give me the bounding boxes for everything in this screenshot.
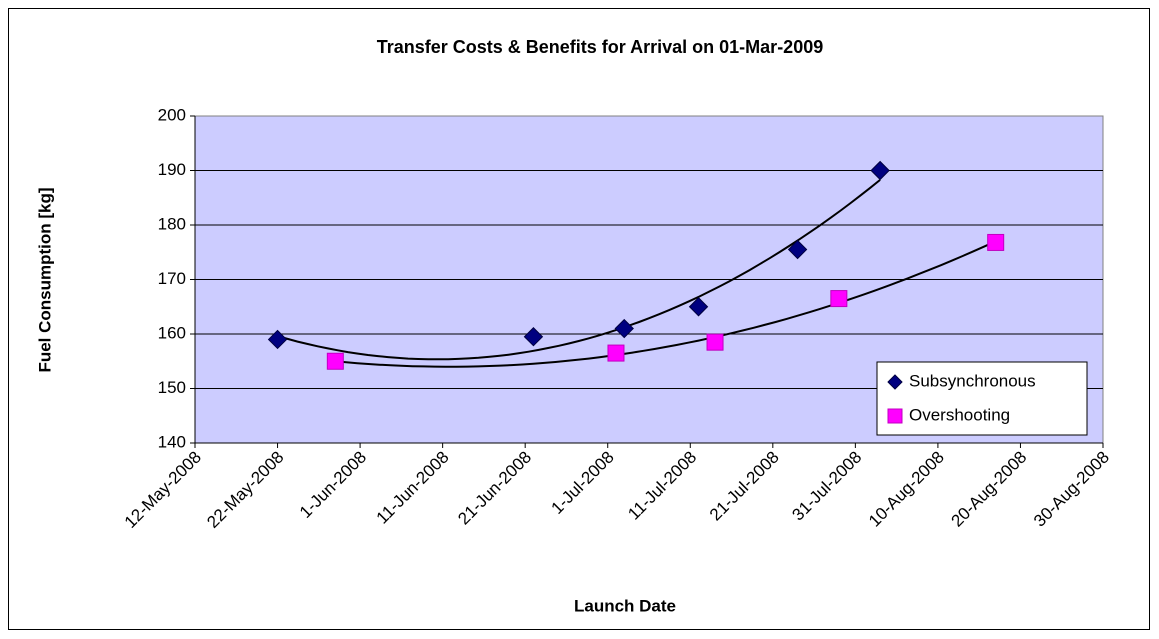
y-tick-label: 190: [158, 160, 186, 179]
point: [267, 329, 288, 350]
y-tick-label: 180: [158, 214, 186, 233]
y-tick-label: 160: [158, 323, 186, 342]
point: [614, 318, 634, 339]
point: [706, 333, 724, 351]
y-tick-label: 200: [158, 105, 186, 124]
x-axis-label: Launch Date: [574, 596, 676, 615]
legend-marker: [887, 374, 903, 390]
trendline: [277, 179, 881, 361]
y-tick-label: 170: [158, 269, 186, 288]
y-axis-label: Fuel Consumption [kg]: [35, 187, 54, 372]
trendline: [335, 240, 997, 368]
point: [987, 233, 1005, 251]
y-tick-label: 140: [158, 432, 186, 451]
legend-marker: [887, 408, 903, 424]
point: [688, 297, 709, 317]
point: [326, 352, 344, 370]
chart-title: Transfer Costs & Benefits for Arrival on…: [377, 37, 823, 57]
legend-label: Overshooting: [909, 405, 1010, 424]
point: [607, 344, 625, 362]
legend-label: Subsynchronous: [909, 371, 1036, 390]
point: [523, 327, 544, 347]
point: [787, 239, 808, 260]
point: [830, 290, 848, 308]
legend-box: [876, 361, 1088, 436]
y-tick-label: 150: [158, 378, 186, 397]
point: [870, 160, 890, 181]
